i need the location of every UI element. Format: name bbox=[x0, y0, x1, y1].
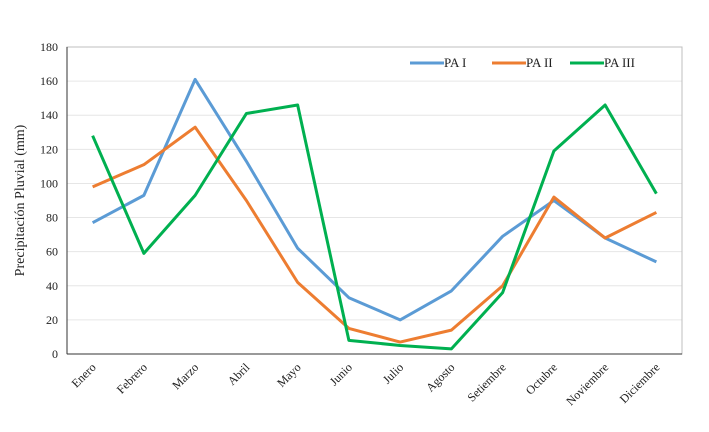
y-tick-label: 120 bbox=[40, 142, 58, 156]
x-tick-label: Enero bbox=[69, 360, 99, 390]
x-tick-label: Marzo bbox=[169, 360, 201, 392]
y-tick-label: 60 bbox=[46, 245, 58, 259]
series-line-pa-ii bbox=[92, 125, 658, 344]
legend-label: PA III bbox=[604, 55, 635, 70]
x-tick-label: Diciembre bbox=[617, 360, 663, 406]
legend-label: PA I bbox=[444, 55, 466, 70]
y-tick-label: 160 bbox=[40, 74, 58, 88]
series-line-pa-iii bbox=[91, 103, 658, 351]
y-tick-label: 20 bbox=[46, 313, 58, 327]
y-tick-label: 180 bbox=[40, 40, 58, 54]
series-line-pa-i bbox=[91, 77, 658, 322]
y-tick-label: 140 bbox=[40, 108, 58, 122]
x-tick-label: Octubre bbox=[523, 360, 560, 397]
x-tick-label: Setiembre bbox=[464, 360, 508, 404]
x-tick-label: Abril bbox=[225, 360, 253, 388]
y-tick-label: 40 bbox=[46, 279, 58, 293]
y-tick-label: 0 bbox=[52, 347, 58, 361]
legend-label: PA II bbox=[526, 55, 553, 70]
y-tick-label: 80 bbox=[46, 211, 58, 225]
x-tick-label: Febrero bbox=[114, 360, 150, 396]
x-tick-label: Agosto bbox=[423, 360, 457, 394]
x-tick-label: Noviembre bbox=[563, 360, 611, 408]
x-tick-label: Mayo bbox=[274, 360, 304, 390]
y-tick-label: 100 bbox=[40, 176, 58, 190]
x-tick-label: Junio bbox=[327, 360, 355, 388]
x-tick-label: Julio bbox=[380, 360, 406, 386]
y-axis-label: Precipitación Pluvial (mm) bbox=[13, 124, 28, 276]
